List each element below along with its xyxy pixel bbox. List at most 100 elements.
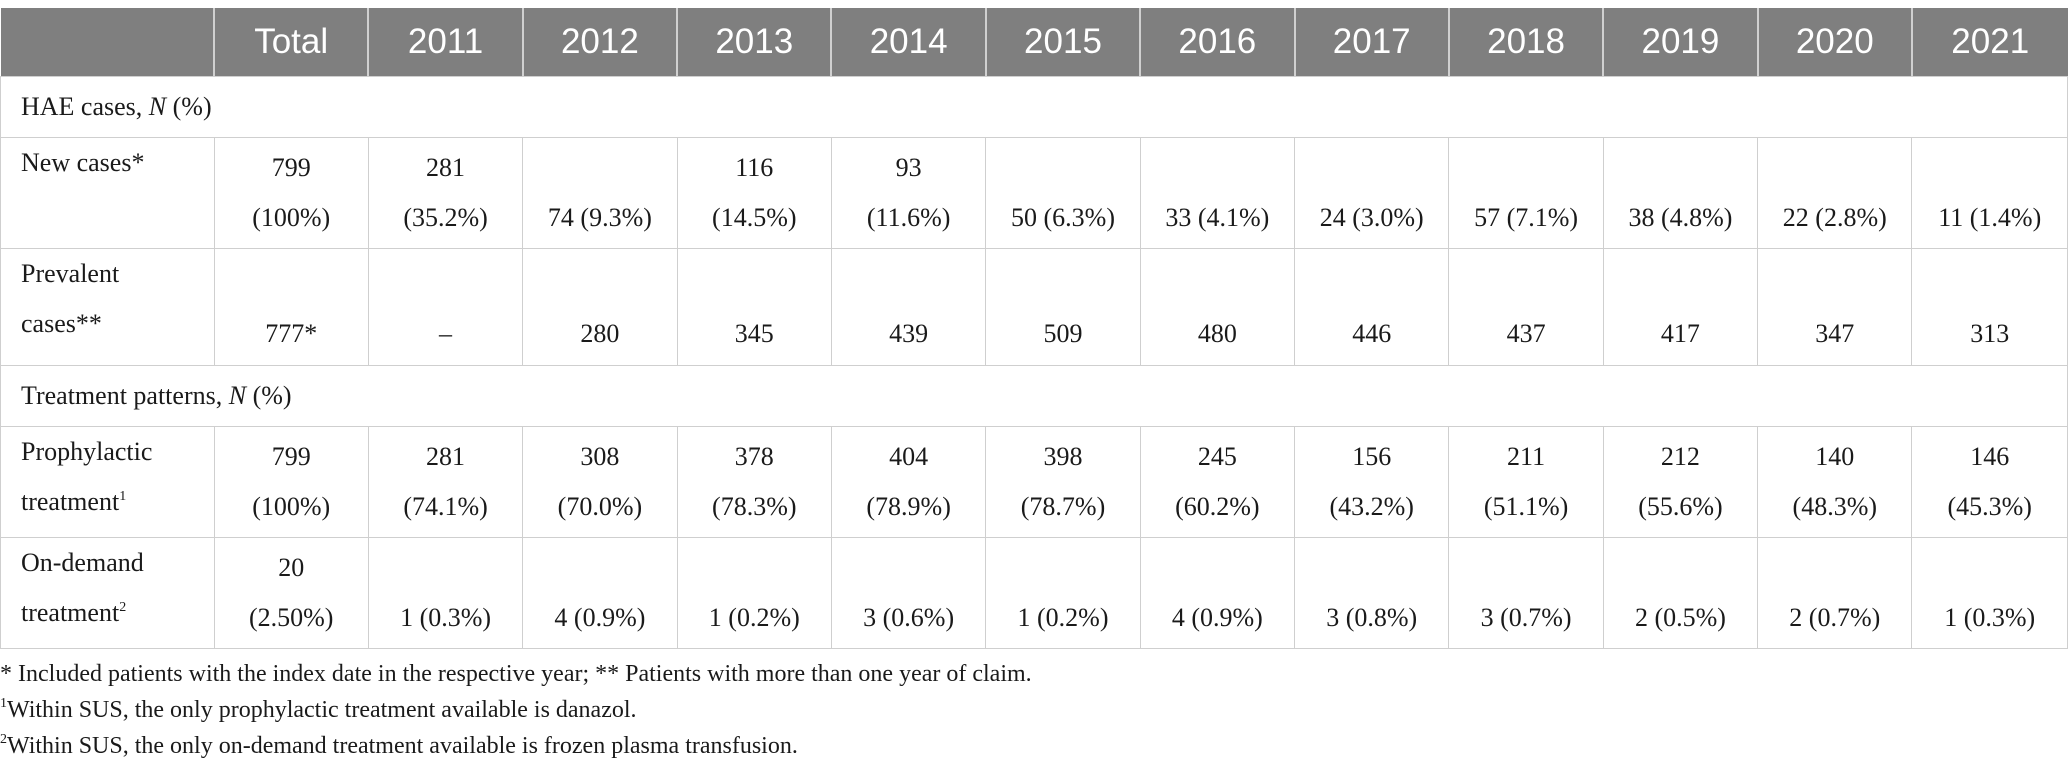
header-2013: 2013: [677, 8, 833, 77]
table-cell: 211 (51.1%): [1448, 426, 1604, 538]
header-2014: 2014: [831, 8, 987, 77]
table-cell: 156 (43.2%): [1294, 426, 1450, 538]
cell-percentage: 74 (9.3%): [547, 203, 652, 232]
prophylactic-label-1: Prophylactic: [21, 437, 153, 466]
header-2011: 2011: [368, 8, 524, 77]
table-cell: 245 (60.2%): [1139, 426, 1296, 538]
section-row-treatment: Treatment patterns, N (%): [0, 365, 2068, 427]
cell-percentage: (78.3%): [712, 492, 797, 521]
cell-value: 20: [278, 553, 305, 582]
cell-value: [529, 143, 670, 193]
cell-value: [375, 543, 516, 593]
cell-value: 378: [734, 442, 774, 471]
table-cell: 2 (0.5%): [1602, 537, 1759, 649]
cell-value: [1301, 143, 1442, 193]
cell-percentage: 2 (0.7%): [1789, 603, 1881, 632]
row-label-prophylactic: Prophylactic treatment1: [0, 426, 215, 538]
footnote-line-3: 2Within SUS, the only on-demand treatmen…: [0, 728, 2068, 764]
table-cell: 446: [1294, 248, 1450, 366]
table-cell: 799 (100%): [213, 426, 369, 538]
cell-value: 398: [1043, 442, 1083, 471]
cell-percentage: 3 (0.6%): [863, 603, 955, 632]
header-2021: 2021: [1911, 8, 2068, 77]
table-cell: 20 (2.50%): [213, 537, 369, 649]
section-treatment-n: N: [228, 381, 247, 410]
cell-percentage: 24 (3.0%): [1319, 203, 1424, 232]
cell-value: [1455, 143, 1596, 193]
cell-percentage: (100%): [252, 203, 331, 232]
section-hae-n: N: [148, 92, 167, 121]
footnote-line-1: * Included patients with the index date …: [0, 661, 1032, 687]
table-cell: 1 (0.2%): [985, 537, 1141, 649]
cell-percentage: 57 (7.1%): [1474, 203, 1579, 232]
table-cell: 57 (7.1%): [1448, 137, 1604, 249]
cell-percentage: (74.1%): [403, 492, 488, 521]
section-hae-label: HAE cases,: [21, 92, 149, 121]
cell-value: 212: [1660, 442, 1700, 471]
cell-percentage: 11 (1.4%): [1938, 203, 2042, 232]
cell-percentage: 22 (2.8%): [1782, 203, 1887, 232]
cell-value: [1918, 143, 2061, 193]
cell-percentage: (100%): [252, 492, 331, 521]
cell-percentage: (48.3%): [1792, 492, 1878, 521]
table-cell: 22 (2.8%): [1757, 137, 1913, 249]
cell-value: 308: [580, 442, 620, 471]
cell-value: 281: [426, 153, 466, 182]
table-cell: 74 (9.3%): [522, 137, 678, 249]
table-cell: 398 (78.7%): [985, 426, 1141, 538]
cell-value: 799: [271, 153, 311, 182]
cell-value: [1147, 143, 1288, 193]
table-cell: 281 (74.1%): [367, 426, 524, 538]
table-cell: 417: [1602, 248, 1759, 366]
on-demand-label-2: treatment: [21, 598, 120, 627]
section-treatment-pct: (%): [246, 381, 292, 410]
header-2015: 2015: [985, 8, 1142, 77]
cell-percentage: 50 (6.3%): [1011, 203, 1115, 232]
cell-percentage: (70.0%): [557, 492, 643, 521]
header-blank: [0, 8, 216, 77]
footnote-line-2: 1Within SUS, the only prophylactic treat…: [0, 692, 2068, 728]
cell-percentage: (78.9%): [866, 492, 951, 521]
header-row: Total 2011 2012 2013 2014 2015 2016 2017…: [0, 8, 2068, 77]
cell-percentage: (55.6%): [1638, 492, 1723, 521]
row-label-prevalent: Prevalent cases**: [0, 248, 215, 366]
table-cell: 347: [1757, 248, 1913, 366]
prevalent-label-2: cases**: [21, 309, 102, 338]
prevalent-label-1: Prevalent: [21, 259, 120, 288]
cell-percentage: 2 (0.5%): [1634, 603, 1726, 632]
header-total: Total: [214, 8, 370, 77]
footnote-text-2: Within SUS, the only on-demand treatment…: [7, 733, 798, 759]
table-cell: 4 (0.9%): [1139, 537, 1296, 649]
cell-percentage: (11.6%): [866, 203, 951, 232]
cell-value: [1764, 143, 1905, 193]
cell-percentage: 4 (0.9%): [554, 603, 646, 632]
table-cell: 38 (4.8%): [1602, 137, 1759, 249]
table-cell: 777*: [213, 248, 369, 366]
header-2019: 2019: [1603, 8, 1759, 77]
prophylactic-label-2: treatment: [21, 487, 120, 516]
cell-value: [838, 543, 979, 593]
table-row-prophylactic: Prophylactic treatment1 799 (100%) 281 (74.…: [0, 426, 2068, 538]
cell-percentage: 1 (0.3%): [1944, 603, 2036, 632]
cell-percentage: (51.1%): [1483, 492, 1569, 521]
cell-percentage: (35.2%): [403, 203, 488, 232]
table-cell: 116 (14.5%): [676, 137, 832, 249]
on-demand-label-1: On-demand: [21, 548, 144, 577]
table-cell: 3 (0.8%): [1294, 537, 1450, 649]
cell-value: [529, 543, 670, 593]
table-cell: 437: [1448, 248, 1604, 366]
table-cell: 2 (0.7%): [1757, 537, 1913, 649]
table-cell: 3 (0.6%): [830, 537, 987, 649]
table-cell: 313: [1911, 248, 2068, 366]
cell-value: [992, 143, 1133, 193]
table-cell: 480: [1139, 248, 1296, 366]
section-treatment-patterns: Treatment patterns, N (%): [0, 365, 2068, 427]
table-cell: 1 (0.3%): [1911, 537, 2068, 649]
table-cell: 1 (0.2%): [676, 537, 832, 649]
cell-value: 140: [1815, 442, 1855, 471]
cell-value: 211: [1507, 442, 1546, 471]
table-cell: –: [367, 248, 524, 366]
table-row-new-cases: New cases* 799 (100%) 281 (35.2%) 74 (9.3%…: [0, 137, 2068, 249]
row-label-new-cases: New cases*: [0, 137, 215, 249]
